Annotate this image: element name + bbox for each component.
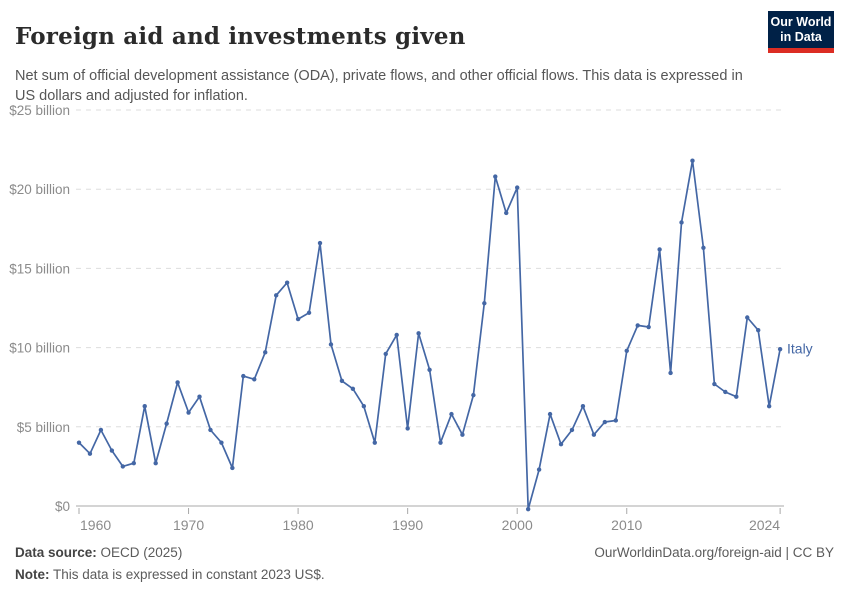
line-chart[interactable]: $0 $5 billion $10 billion $15 billion $20 bi… — [0, 100, 850, 545]
y-tick-label: $25 billion — [9, 103, 70, 118]
note-label: Note: — [15, 567, 50, 582]
data-point[interactable] — [701, 245, 706, 251]
data-point[interactable] — [394, 332, 399, 338]
data-point[interactable] — [175, 380, 180, 385]
owid-logo-line1: Our World — [770, 15, 832, 29]
data-point[interactable] — [515, 185, 520, 190]
owid-logo-line2: in Data — [780, 30, 822, 44]
data-point[interactable] — [624, 348, 629, 353]
data-point[interactable] — [558, 442, 564, 447]
x-tick-label: 1990 — [392, 517, 423, 533]
data-point[interactable] — [241, 373, 246, 379]
data-point[interactable] — [591, 432, 597, 437]
data-point[interactable] — [98, 427, 104, 433]
data-source: Data source: OECD (2025) — [15, 545, 182, 560]
data-point[interactable] — [657, 247, 662, 252]
data-point[interactable] — [690, 158, 695, 163]
data-point[interactable] — [273, 293, 279, 298]
data-point[interactable] — [372, 440, 377, 445]
data-point[interactable] — [416, 331, 421, 336]
data-point[interactable] — [646, 324, 651, 330]
data-line-italy[interactable] — [78, 159, 781, 511]
x-tick-label: 1960 — [80, 517, 111, 533]
data-point[interactable] — [120, 464, 126, 469]
y-tick-label: $0 — [55, 499, 70, 514]
data-point[interactable] — [306, 310, 312, 315]
data-point[interactable] — [208, 427, 213, 433]
data-source-label: Data source: — [15, 545, 97, 560]
data-point[interactable] — [602, 419, 608, 425]
data-point[interactable] — [219, 440, 224, 445]
data-point[interactable] — [317, 240, 323, 246]
data-point[interactable] — [405, 426, 410, 431]
y-tick-label: $20 billion — [9, 182, 70, 197]
x-tick-label: 1980 — [283, 517, 314, 533]
data-point[interactable] — [164, 421, 169, 426]
data-point[interactable] — [87, 451, 93, 456]
data-point[interactable] — [284, 280, 290, 285]
data-point[interactable] — [547, 411, 553, 417]
x-tick-label: 2010 — [611, 517, 642, 533]
chart-subtitle: Net sum of official development assistan… — [15, 67, 743, 104]
data-point[interactable] — [295, 316, 301, 322]
page-title: Foreign aid and investments given — [15, 23, 466, 51]
data-point[interactable] — [361, 404, 367, 409]
y-tick-label: $15 billion — [9, 261, 70, 276]
data-point[interactable] — [723, 389, 728, 395]
data-point[interactable] — [131, 461, 136, 466]
data-point[interactable] — [712, 381, 717, 387]
data-point[interactable] — [339, 378, 345, 384]
data-point[interactable] — [76, 440, 82, 445]
data-point[interactable] — [766, 404, 772, 409]
data-point[interactable] — [197, 394, 202, 399]
data-point[interactable] — [756, 327, 761, 333]
data-point[interactable] — [745, 315, 750, 320]
data-point[interactable] — [471, 392, 476, 398]
data-source-value: OECD (2025) — [96, 545, 183, 560]
data-point[interactable] — [153, 461, 158, 466]
data-point[interactable] — [460, 432, 465, 437]
y-tick-label: $10 billion — [9, 341, 70, 356]
data-point[interactable] — [383, 351, 388, 357]
data-point[interactable] — [536, 467, 542, 472]
owid-logo[interactable]: Our World in Data — [768, 11, 834, 53]
note-value: This data is expressed in constant 2023 … — [49, 567, 325, 582]
data-point[interactable] — [613, 418, 618, 423]
data-point[interactable] — [350, 386, 356, 391]
data-point[interactable] — [482, 301, 487, 306]
chart-note: Note: This data is expressed in constant… — [15, 567, 834, 582]
data-point[interactable] — [635, 323, 640, 328]
data-point[interactable] — [679, 220, 684, 225]
chart-footer: Data source: OECD (2025) OurWorldinData.… — [15, 545, 834, 582]
data-point[interactable] — [525, 506, 531, 512]
data-point[interactable] — [449, 411, 454, 417]
data-point[interactable] — [109, 448, 115, 453]
credit-link[interactable]: OurWorldinData.org/foreign-aid | CC BY — [594, 545, 834, 560]
data-point[interactable] — [569, 427, 575, 433]
y-tick-label: $5 billion — [17, 420, 70, 435]
data-point[interactable] — [230, 465, 235, 471]
data-point[interactable] — [493, 174, 498, 179]
data-point[interactable] — [438, 440, 443, 445]
entity-label[interactable]: Italy — [787, 341, 813, 357]
x-tick-label: 2000 — [502, 517, 533, 533]
data-point[interactable] — [186, 410, 191, 415]
x-tick-label: 1970 — [173, 517, 204, 533]
data-point[interactable] — [668, 370, 673, 376]
x-tick-label: 2024 — [749, 517, 780, 533]
data-point[interactable] — [580, 404, 586, 409]
data-point[interactable] — [263, 350, 268, 355]
data-point[interactable] — [734, 394, 739, 399]
data-point[interactable] — [504, 210, 509, 216]
data-point[interactable] — [328, 342, 334, 347]
data-point[interactable] — [777, 346, 783, 352]
data-point[interactable] — [252, 377, 257, 382]
data-point[interactable] — [142, 404, 147, 409]
data-point[interactable] — [427, 367, 432, 372]
